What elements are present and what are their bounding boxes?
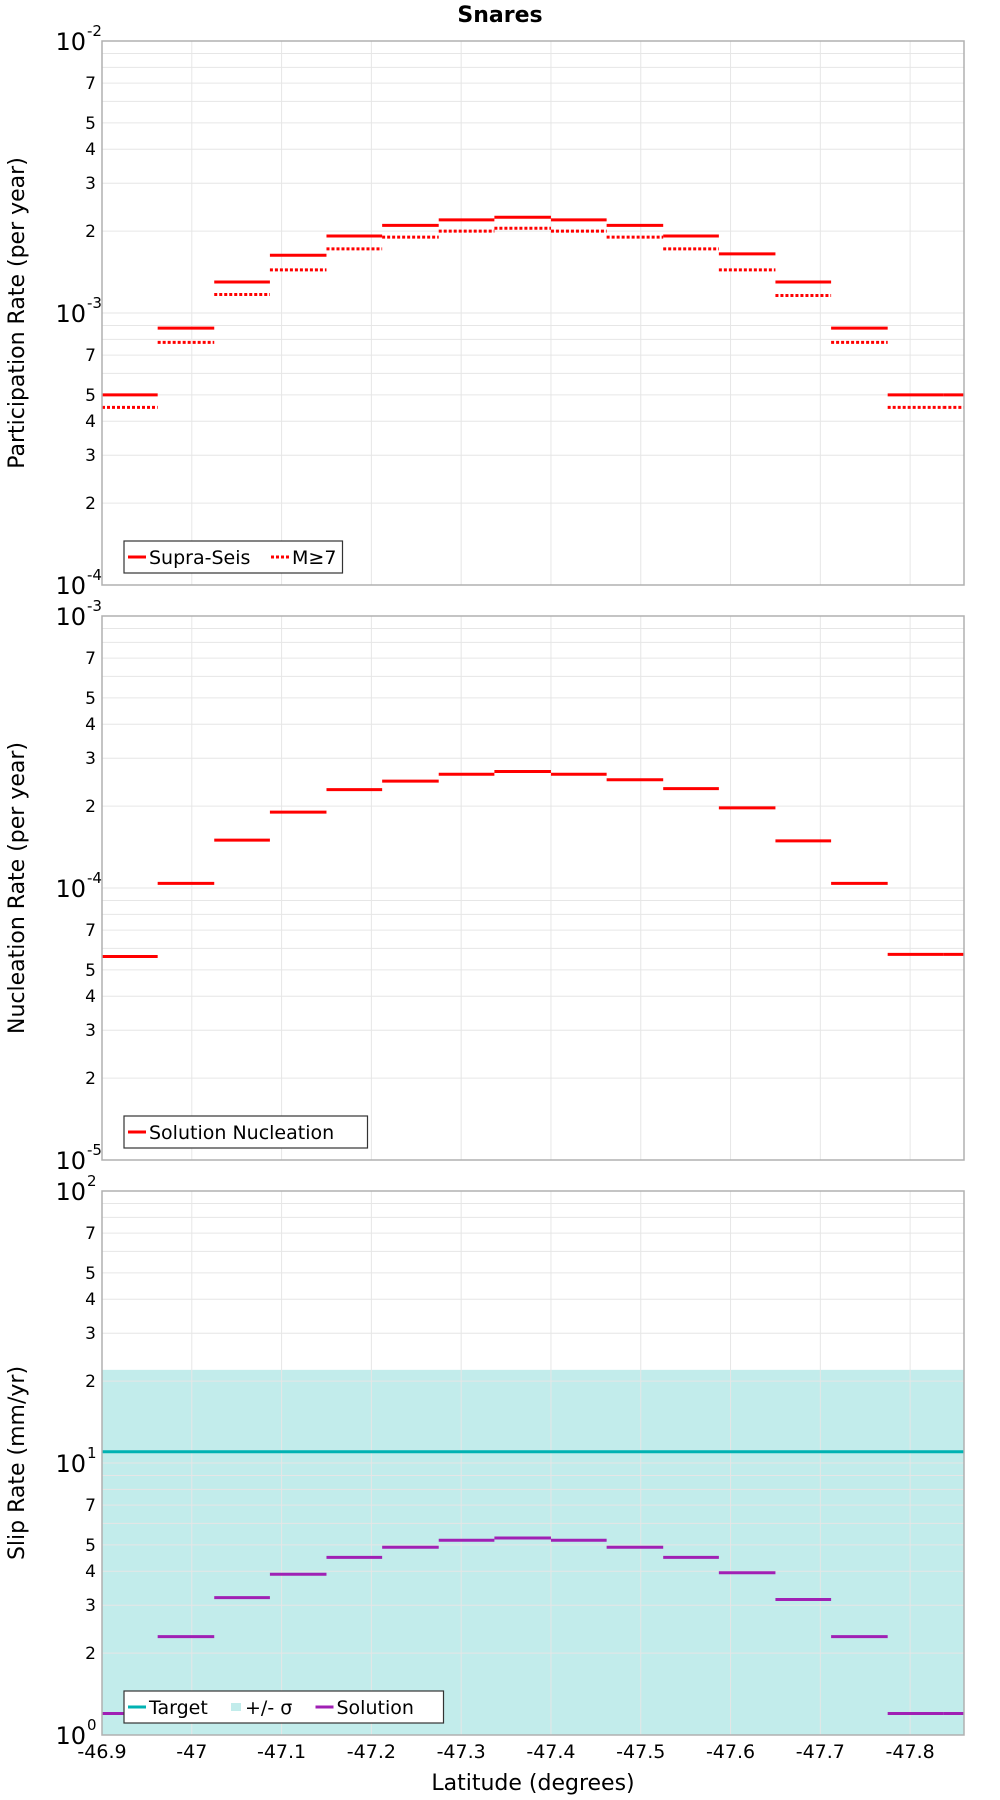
y-minor-tick-label: 3 xyxy=(85,1324,96,1344)
y-major-tick-label: 10 0 xyxy=(55,1716,96,1750)
y-minor-tick-label: 3 xyxy=(85,1596,96,1616)
y-tick-exponent: -4 xyxy=(87,869,102,887)
y-axis-label: Nucleation Rate (per year) xyxy=(5,742,30,1034)
y-minor-tick-label: 3 xyxy=(85,749,96,769)
y-major-tick-label: 10 -2 xyxy=(55,22,102,56)
y-minor-tick-label: 7 xyxy=(85,1224,96,1244)
y-minor-tick-label: 7 xyxy=(85,1496,96,1516)
y-minor-tick-label: 4 xyxy=(85,140,96,160)
y-tick-base: 10 xyxy=(55,875,86,903)
y-minor-tick-label: 4 xyxy=(85,1290,96,1310)
legend: Supra-Seis M≥7 xyxy=(123,540,344,574)
y-tick-exponent: -3 xyxy=(87,294,102,312)
x-tick-label: -47.3 xyxy=(437,1741,486,1763)
y-minor-tick-label: 7 xyxy=(85,74,96,94)
y-tick-exponent: -2 xyxy=(87,22,102,40)
y-tick-exponent: 2 xyxy=(87,1172,97,1190)
legend-label: Solution Nucleation xyxy=(149,1122,334,1144)
y-major-tick-label: 10 -3 xyxy=(55,597,102,631)
y-minor-tick-label: 2 xyxy=(85,1644,96,1664)
y-minor-tick-label: 7 xyxy=(85,649,96,669)
x-tick-label: -47.5 xyxy=(616,1741,665,1763)
y-minor-tick-label: 5 xyxy=(85,1264,96,1284)
legend-label: +/- σ xyxy=(245,1697,292,1719)
x-tick-label: -47.7 xyxy=(796,1741,845,1763)
y-minor-tick-label: 5 xyxy=(85,961,96,981)
y-axis-label: Slip Rate (mm/yr) xyxy=(5,1366,30,1560)
legend: Target +/- σ Solution xyxy=(123,1690,445,1724)
y-tick-base: 10 xyxy=(55,1178,86,1206)
y-minor-tick-label: 2 xyxy=(85,222,96,242)
y-minor-tick-label: 2 xyxy=(85,494,96,514)
x-tick-label: -47.6 xyxy=(706,1741,755,1763)
y-major-tick-label: 10 -4 xyxy=(55,869,102,903)
y-minor-tick-label: 3 xyxy=(85,446,96,466)
y-minor-tick-label: 3 xyxy=(85,1021,96,1041)
y-tick-exponent: -5 xyxy=(87,1141,102,1159)
legend-label: Target xyxy=(148,1697,208,1719)
y-minor-tick-label: 2 xyxy=(85,1372,96,1392)
y-tick-base: 10 xyxy=(55,603,86,631)
y-minor-tick-label: 7 xyxy=(85,346,96,366)
legend-box xyxy=(123,540,344,574)
y-minor-tick-label: 4 xyxy=(85,987,96,1007)
y-tick-base: 10 xyxy=(55,1147,86,1175)
x-tick-label: -47.2 xyxy=(347,1741,396,1763)
y-minor-tick-label: 5 xyxy=(85,689,96,709)
y-tick-base: 10 xyxy=(55,1722,86,1750)
x-axis-label: Latitude (degrees) xyxy=(431,1771,634,1796)
y-major-tick-label: 10 -4 xyxy=(55,566,102,600)
plot-frame xyxy=(101,40,965,586)
y-tick-exponent: -4 xyxy=(87,566,102,584)
legend-box xyxy=(123,1690,445,1724)
x-tick-label: -47.8 xyxy=(886,1741,935,1763)
y-tick-exponent: -3 xyxy=(87,597,102,615)
y-minor-tick-label: 4 xyxy=(85,715,96,735)
y-tick-base: 10 xyxy=(55,1450,86,1478)
y-tick-exponent: 1 xyxy=(87,1444,97,1462)
y-major-tick-label: 10 -3 xyxy=(55,294,102,328)
legend-label: Supra-Seis xyxy=(149,547,250,569)
y-minor-tick-label: 4 xyxy=(85,1562,96,1582)
y-minor-tick-label: 5 xyxy=(85,1536,96,1556)
y-minor-tick-label: 7 xyxy=(85,921,96,941)
x-tick-label: -47.4 xyxy=(526,1741,575,1763)
y-tick-base: 10 xyxy=(55,572,86,600)
legend-label: M≥7 xyxy=(292,547,336,569)
legend-swatch-band xyxy=(231,1703,241,1711)
y-minor-tick-label: 4 xyxy=(85,412,96,432)
x-tick-label: -46.9 xyxy=(77,1741,126,1763)
y-major-tick-label: 10 1 xyxy=(55,1444,96,1478)
y-tick-exponent: 0 xyxy=(87,1716,97,1734)
sigma-band xyxy=(102,1369,964,1735)
y-axis-label: Participation Rate (per year) xyxy=(5,157,30,469)
chart-title: Snares xyxy=(457,3,542,28)
x-tick-label: -47 xyxy=(176,1741,207,1763)
y-tick-base: 10 xyxy=(55,28,86,56)
y-minor-tick-label: 5 xyxy=(85,114,96,134)
y-major-tick-label: 10 -5 xyxy=(55,1141,102,1175)
y-major-tick-label: 10 2 xyxy=(55,1172,96,1206)
plot-frame xyxy=(101,615,965,1161)
y-minor-tick-label: 3 xyxy=(85,174,96,194)
legend-label: Solution xyxy=(337,1697,414,1719)
y-minor-tick-label: 2 xyxy=(85,797,96,817)
y-minor-tick-label: 5 xyxy=(85,386,96,406)
legend: Solution Nucleation xyxy=(123,1115,369,1149)
x-tick-label: -47.1 xyxy=(257,1741,306,1763)
legend-box xyxy=(123,1115,369,1149)
y-minor-tick-label: 2 xyxy=(85,1069,96,1089)
plot-frame xyxy=(101,1190,965,1736)
y-tick-base: 10 xyxy=(55,300,86,328)
